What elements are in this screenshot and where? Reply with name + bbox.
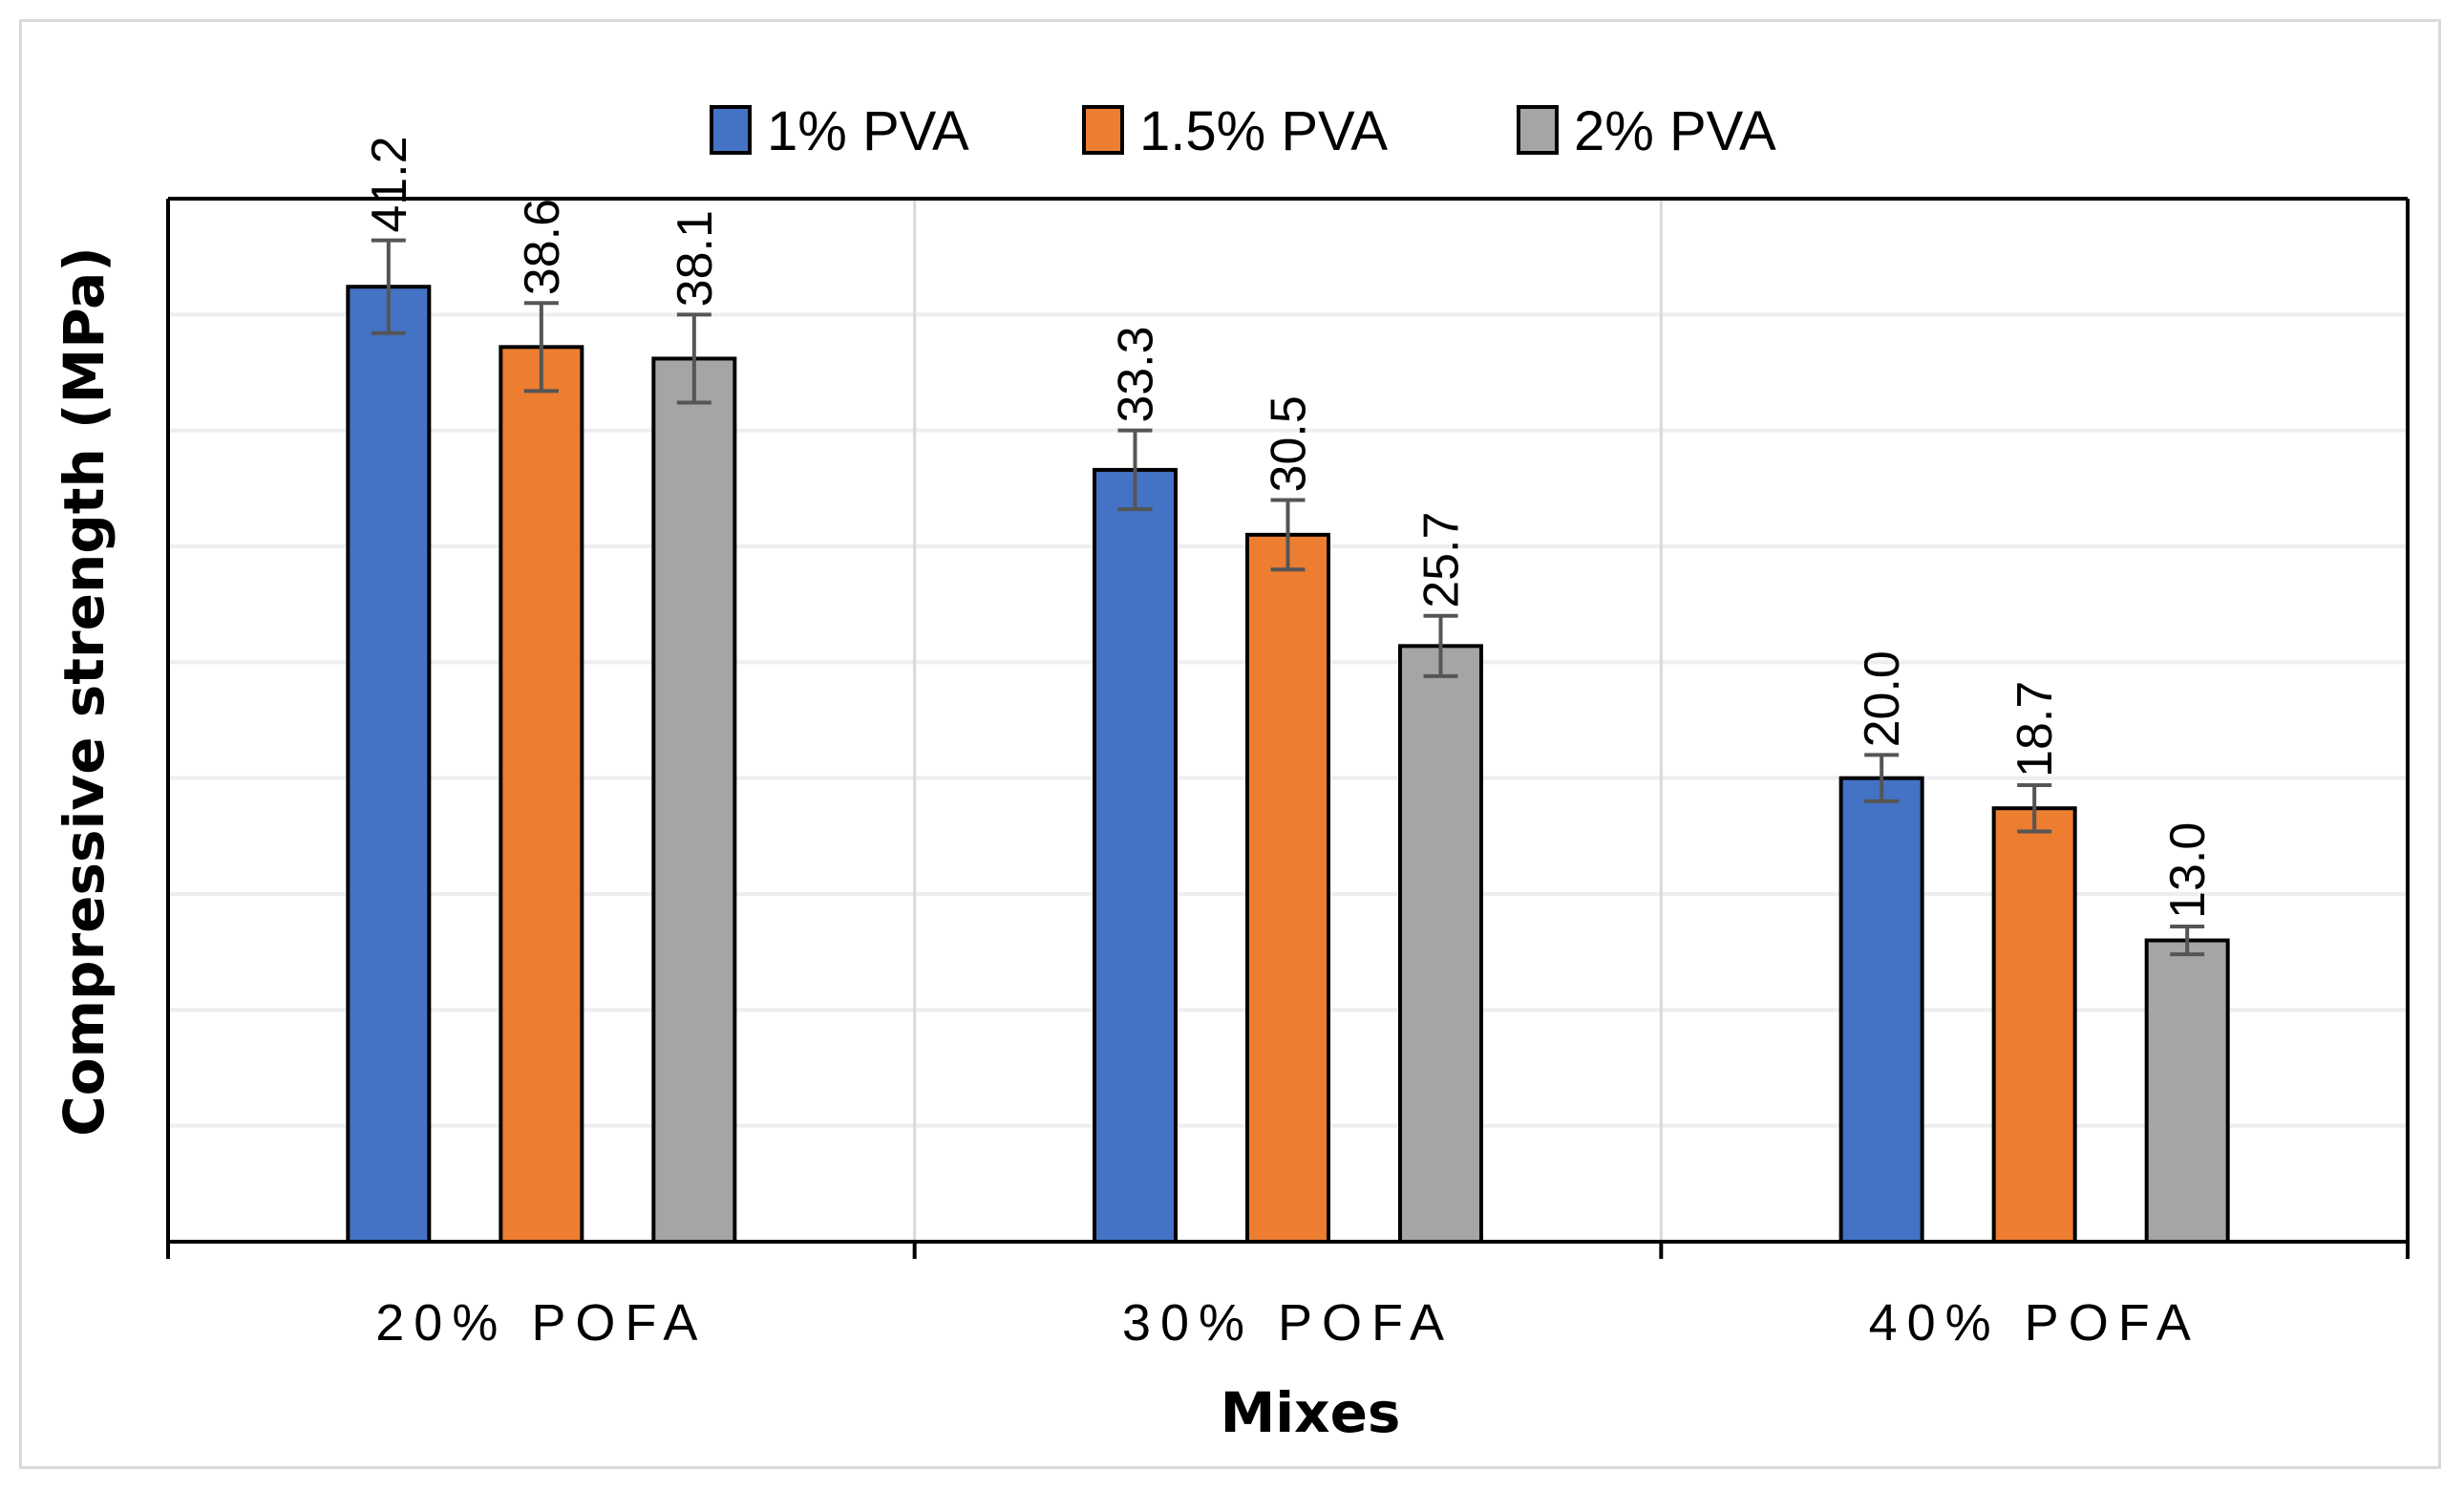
data-label: 41.2	[362, 136, 417, 232]
legend-label: 2% PVA	[1574, 100, 1776, 162]
legend-swatch	[1517, 105, 1559, 155]
bar	[1398, 644, 1483, 1244]
data-label: 20.0	[1855, 650, 1910, 747]
axes: 20% POFA 30% POFA 40% POFA	[166, 197, 2410, 1352]
y-axis-title: Compressive strength (MPa)	[52, 246, 117, 1137]
x-tick-label: 20% POFA	[375, 1294, 707, 1352]
x-tick-label: 40% POFA	[1869, 1294, 2200, 1352]
legend: 1% PVA 1.5% PVA 2% PVA	[710, 100, 1776, 162]
data-label: 38.1	[668, 210, 723, 307]
bar	[651, 356, 737, 1244]
data-label: 13.0	[2160, 822, 2216, 919]
bar	[346, 285, 432, 1245]
legend-swatch	[1082, 105, 1124, 155]
bar	[1991, 806, 2077, 1244]
x-axis-title: Mixes	[1221, 1380, 1401, 1445]
data-label: 30.5	[1262, 395, 1317, 492]
bars: 41.2 38.6 38.1 33.3 30.5 25.7 20.0 18.7 13.0	[346, 136, 2230, 1245]
legend-swatch	[710, 105, 752, 155]
data-label: 18.7	[2007, 681, 2063, 777]
legend-label: 1.5% PVA	[1139, 100, 1388, 162]
data-label: 38.6	[515, 199, 570, 295]
data-label: 33.3	[1109, 326, 1164, 422]
bar	[1838, 776, 1924, 1245]
x-tick-label: 30% POFA	[1122, 1294, 1454, 1352]
bar	[1245, 532, 1330, 1244]
data-label: 25.7	[1414, 512, 1470, 608]
bar	[2144, 938, 2230, 1244]
bar	[499, 345, 584, 1245]
bar	[1093, 467, 1178, 1245]
legend-label: 1% PVA	[767, 100, 969, 162]
